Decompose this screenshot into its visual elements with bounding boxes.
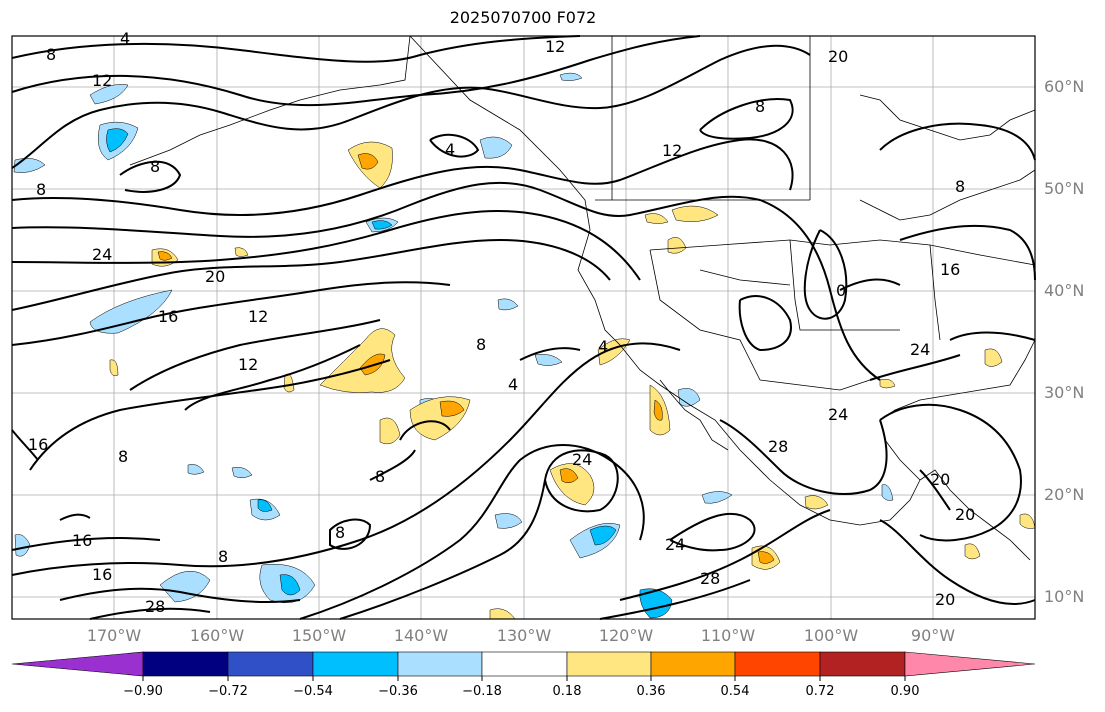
contour-label: 12: [248, 307, 268, 326]
contour-label: 8: [218, 547, 228, 566]
colorbar-segment: [650, 651, 736, 677]
lat-label: 40°N: [1044, 281, 1085, 300]
contour-label: 16: [940, 260, 960, 279]
contour-label: 4: [445, 140, 455, 159]
colorbar-tick-label: −0.90: [123, 684, 163, 699]
contour-label: 8: [150, 157, 160, 176]
lon-label: 160°W: [189, 626, 245, 645]
contour-label: 12: [238, 355, 258, 374]
lon-label: 150°W: [291, 626, 347, 645]
colorbar-segment: [227, 651, 314, 677]
colorbar-segment: [481, 651, 568, 677]
contour-label: 0: [836, 281, 846, 300]
contour-label: 24: [665, 535, 685, 554]
colorbar-tick-label: −0.72: [208, 684, 248, 699]
contour-label: 28: [145, 597, 165, 616]
colorbar-segment: [819, 651, 906, 677]
contour-label: 8: [118, 447, 128, 466]
colorbar-tick-label: −0.18: [462, 684, 502, 699]
map-title: 2025070700 F072: [449, 8, 597, 27]
contour-label: 24: [572, 450, 592, 469]
contour-label: 12: [545, 37, 565, 56]
contour-label: 24: [910, 340, 930, 359]
coastlines: [129, 35, 1036, 561]
colorbar-segment: [397, 651, 483, 677]
lon-label: 100°W: [803, 626, 859, 645]
contour-label: 24: [92, 245, 112, 264]
contour-label: 24: [828, 405, 848, 424]
contour-label: 4: [598, 337, 608, 356]
contour-label: 8: [36, 180, 46, 199]
lon-label: 170°W: [86, 626, 142, 645]
contour-label: 8: [335, 523, 345, 542]
contour-label: 8: [46, 45, 56, 64]
contour-label: 8: [955, 177, 965, 196]
contour-label: 12: [662, 141, 682, 160]
lon-label: 140°W: [393, 626, 449, 645]
contour-label: 16: [72, 531, 92, 550]
contour-label: 28: [700, 569, 720, 588]
contour-label: 20: [935, 590, 955, 609]
colorbar-tick-label: 0.36: [636, 684, 666, 699]
contour-label: 20: [828, 47, 848, 66]
contour-label: 8: [755, 97, 765, 116]
colorbar-tick-label: 0.72: [805, 684, 835, 699]
colorbar-segment: [904, 651, 1036, 677]
contour-label: 12: [92, 71, 112, 90]
colorbar-tick-label: 0.54: [720, 684, 750, 699]
lat-label: 50°N: [1044, 179, 1085, 198]
colorbar-segment: [11, 651, 144, 677]
colorbar-segment: [142, 651, 229, 677]
contour-label: 20: [930, 470, 950, 489]
contour-label: 16: [158, 307, 178, 326]
contour-label: 28: [768, 437, 788, 456]
contour-lines: [11, 35, 1036, 620]
colorbar-tick-label: −0.54: [293, 684, 333, 699]
lat-label: 60°N: [1044, 77, 1085, 96]
colorbar-segment: [566, 651, 652, 677]
lon-label: 90°W: [910, 626, 956, 645]
contour-label-group: 8 4 12 12 8 20 8 12 4 8 8 24 20 16 12 12…: [28, 29, 975, 616]
lon-label: 130°W: [496, 626, 552, 645]
graticule: [12, 36, 1035, 619]
colorbar-segment: [312, 651, 399, 677]
lat-label: 10°N: [1044, 587, 1085, 606]
lat-label: 30°N: [1044, 383, 1085, 402]
lon-label: 110°W: [700, 626, 756, 645]
colorbar-segment: [734, 651, 821, 677]
contour-label: 16: [28, 435, 48, 454]
contour-label: 20: [955, 505, 975, 524]
contour-label: 16: [92, 565, 112, 584]
colorbar: [11, 651, 1036, 677]
shading-positive: [109, 141, 1036, 620]
lon-label: 120°W: [598, 626, 654, 645]
contour-label: 4: [120, 29, 130, 48]
contour-label: 8: [476, 335, 486, 354]
colorbar-tick-label: 0.90: [890, 684, 920, 699]
lat-label: 20°N: [1044, 485, 1085, 504]
colorbar-tick-label: 0.18: [552, 684, 582, 699]
contour-label: 8: [375, 467, 385, 486]
colorbar-ticks: [142, 676, 906, 681]
colorbar-tick-label: −0.36: [378, 684, 418, 699]
contour-label: 20: [205, 267, 225, 286]
contour-label: 4: [508, 375, 518, 394]
